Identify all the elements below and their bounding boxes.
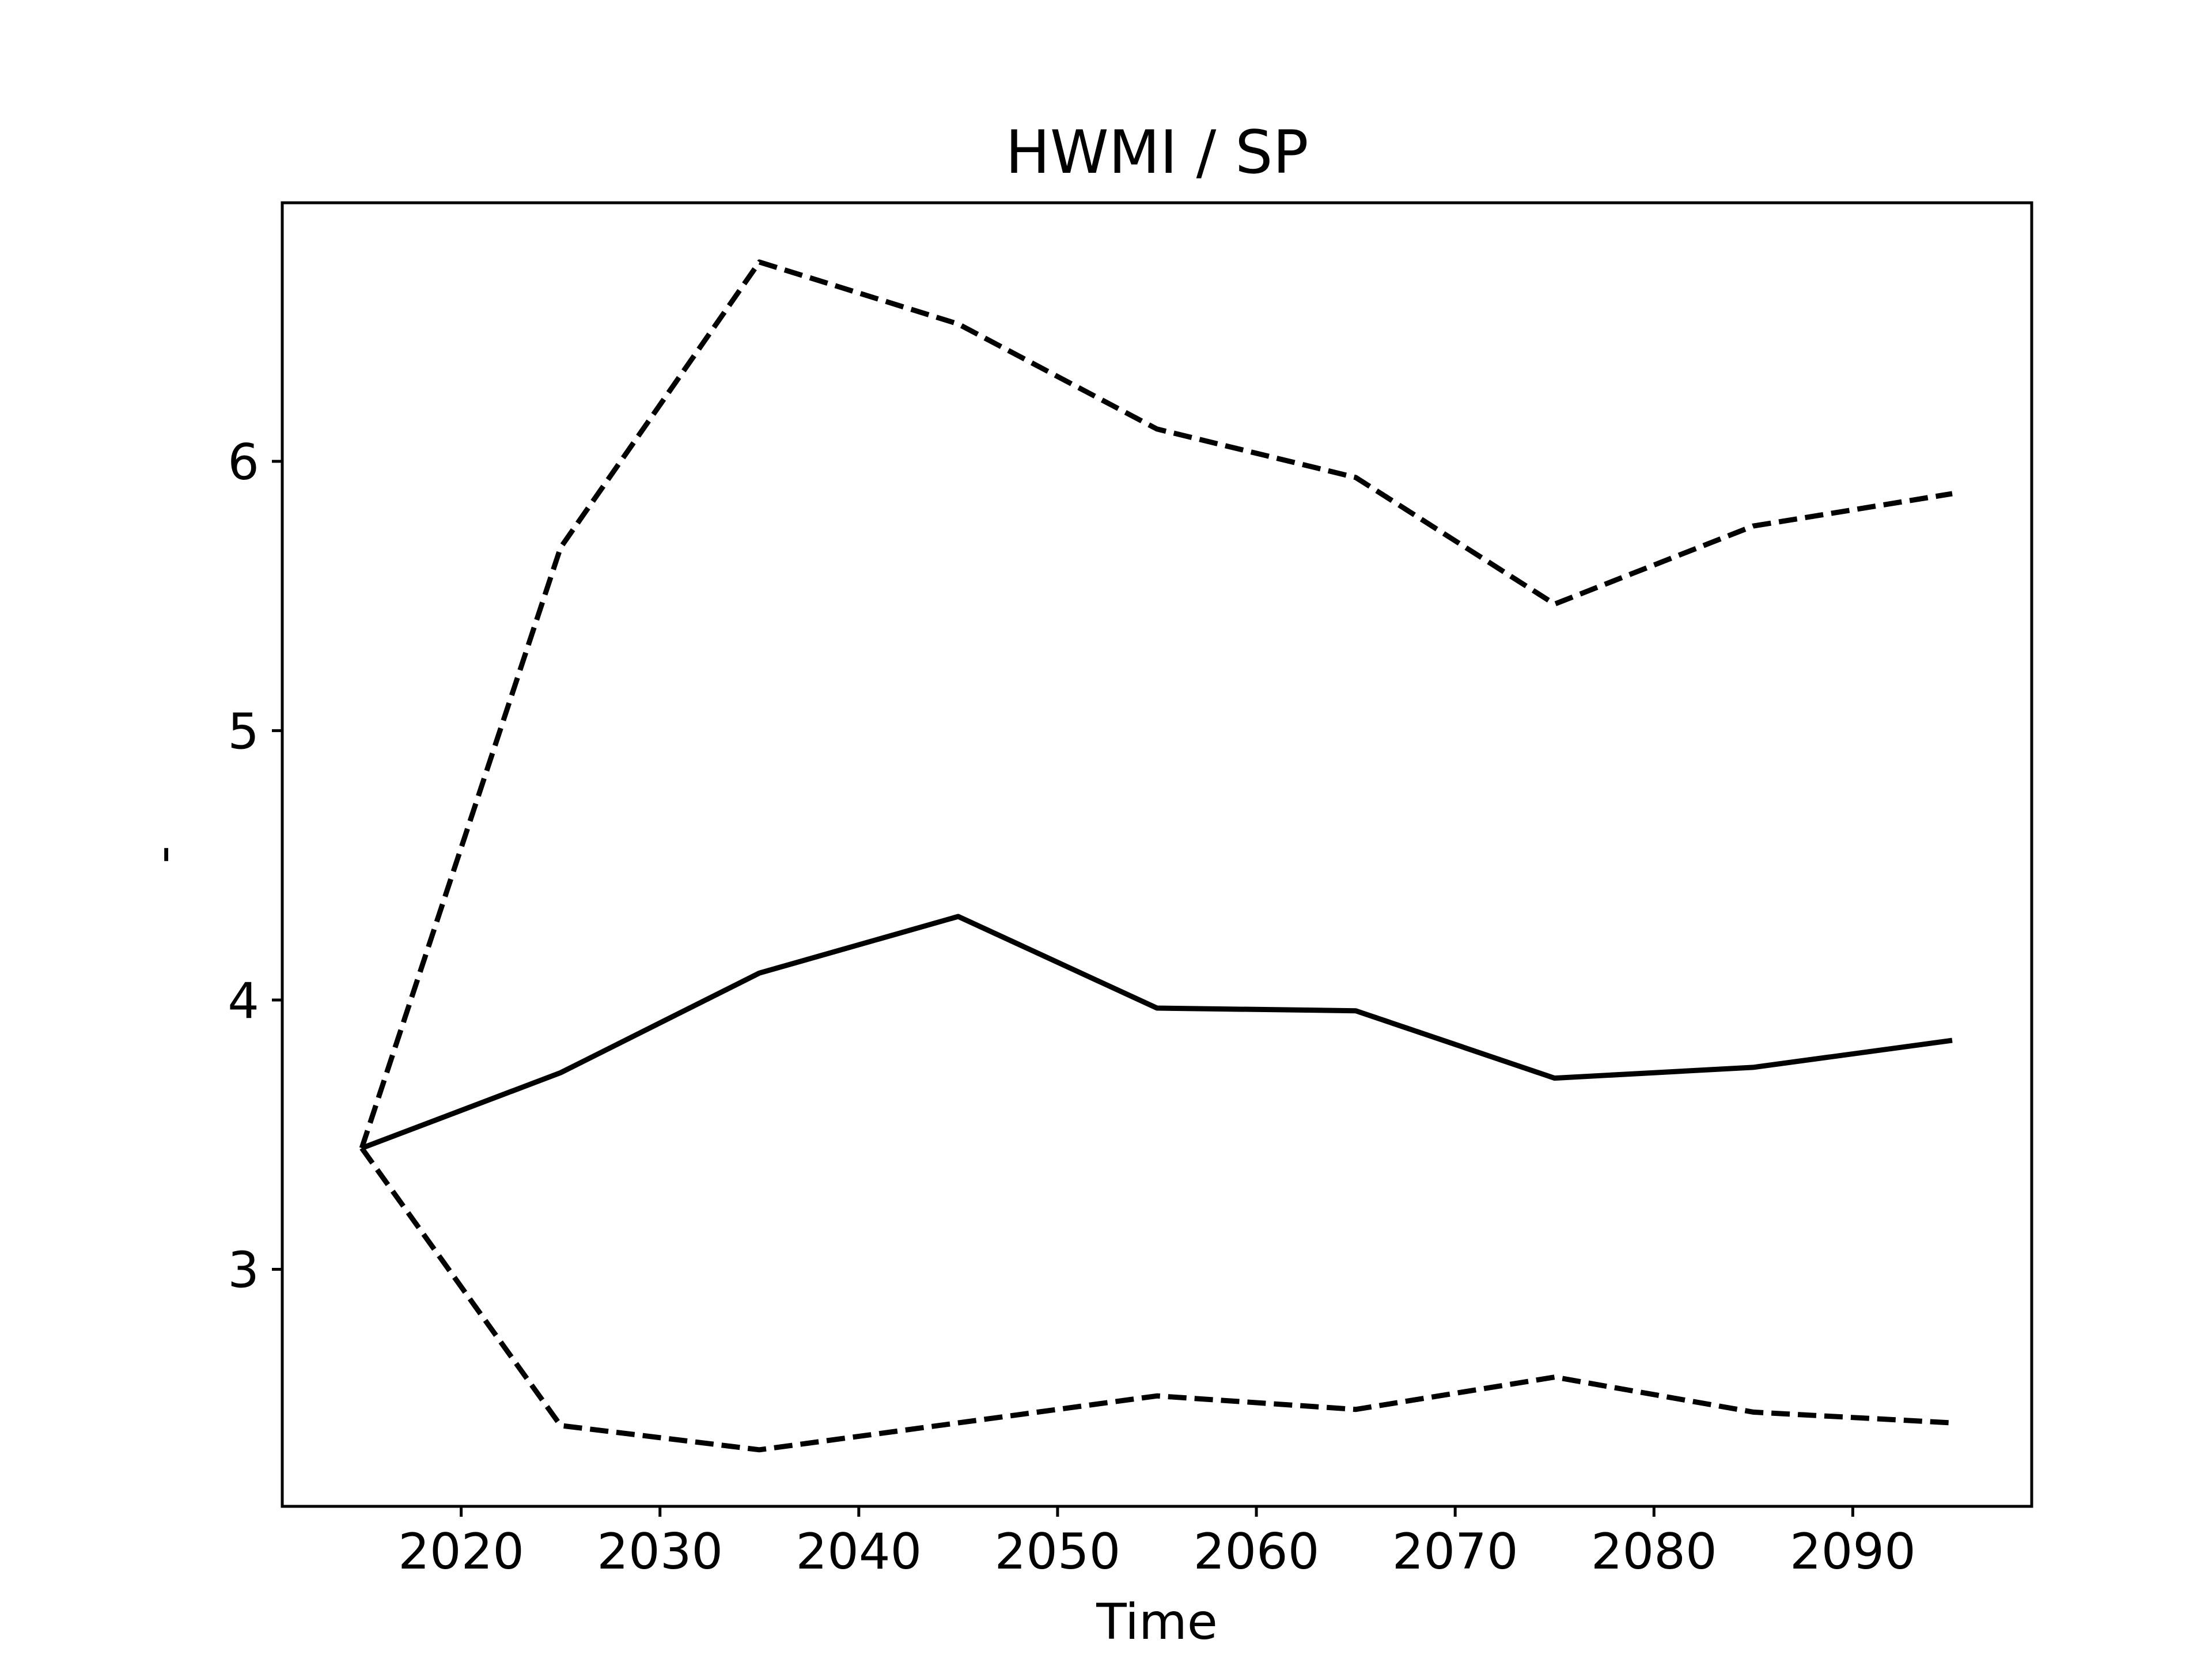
series-layer xyxy=(359,259,1953,1453)
x-tick-label: 2040 xyxy=(796,1523,922,1581)
x-tick-label: 2070 xyxy=(1392,1523,1518,1581)
y-tick-label: 5 xyxy=(228,703,259,760)
y-axis: 3 4 5 6 xyxy=(228,434,282,1300)
plot-area-frame xyxy=(281,201,2033,1508)
y-axis-title: - xyxy=(134,846,192,863)
x-tick-label: 2050 xyxy=(995,1523,1121,1581)
y-tick-label: 3 xyxy=(228,1242,259,1300)
x-tick-label: 2080 xyxy=(1591,1523,1717,1581)
y-tick-label: 6 xyxy=(228,434,259,491)
y-tick-label: 4 xyxy=(228,972,259,1030)
series-line-1 xyxy=(361,914,1953,1151)
x-tick-label: 2060 xyxy=(1194,1523,1320,1581)
x-axis: 2020 2030 2040 2050 2060 2070 2080 2090 xyxy=(398,1506,1916,1581)
x-tick-label: 2030 xyxy=(597,1523,723,1581)
series-line-2 xyxy=(359,259,1953,1149)
x-tick-label: 2090 xyxy=(1790,1523,1916,1581)
series-line-3 xyxy=(359,1146,1953,1453)
x-tick-label: 2020 xyxy=(398,1523,524,1581)
x-axis-title: Time xyxy=(1096,1593,1217,1651)
chart-title: HWMI / SP xyxy=(1005,118,1308,187)
